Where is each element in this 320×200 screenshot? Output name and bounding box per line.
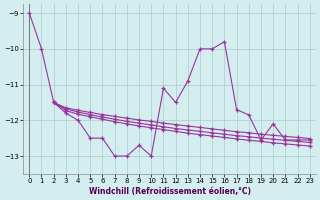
- X-axis label: Windchill (Refroidissement éolien,°C): Windchill (Refroidissement éolien,°C): [89, 187, 251, 196]
